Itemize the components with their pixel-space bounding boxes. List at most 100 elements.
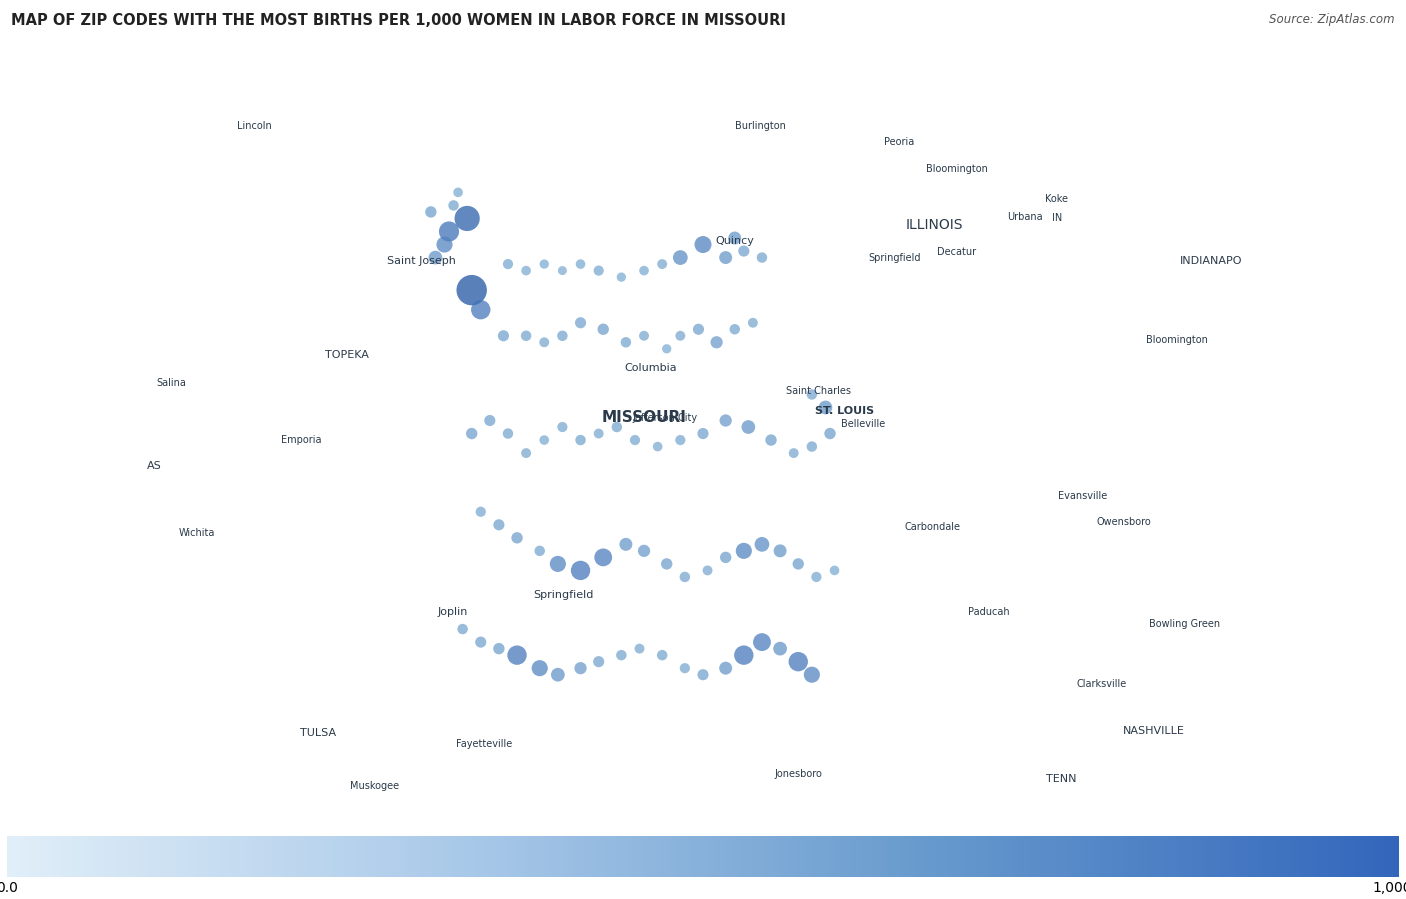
Point — [751, 538, 773, 552]
Text: Carbondale: Carbondale — [904, 522, 960, 532]
Text: Wichita: Wichita — [179, 528, 215, 538]
Point — [669, 433, 692, 448]
Point — [614, 538, 637, 552]
Point — [633, 328, 655, 343]
Point — [688, 322, 710, 336]
Point — [787, 556, 810, 571]
Point — [633, 544, 655, 558]
Point — [673, 570, 696, 584]
Point — [515, 263, 537, 278]
Point — [529, 544, 551, 558]
Text: TOPEKA: TOPEKA — [325, 351, 368, 360]
Point — [551, 263, 574, 278]
Text: Owensboro: Owensboro — [1097, 517, 1152, 527]
Point — [447, 185, 470, 200]
Text: Emporia: Emporia — [281, 435, 322, 445]
Text: Fayetteville: Fayetteville — [457, 739, 513, 749]
Point — [737, 420, 759, 434]
Text: Lincoln: Lincoln — [236, 120, 271, 131]
Point — [547, 556, 569, 571]
Text: Muskogee: Muskogee — [350, 780, 399, 790]
Text: TULSA: TULSA — [301, 728, 336, 738]
Point — [669, 328, 692, 343]
Point — [569, 661, 592, 675]
Text: Jonesboro: Jonesboro — [775, 769, 823, 779]
Point — [478, 414, 501, 428]
Point — [606, 420, 628, 434]
Point — [496, 257, 519, 271]
Point — [433, 237, 456, 252]
Text: Urbana: Urbana — [1007, 212, 1043, 222]
Text: Belleville: Belleville — [841, 420, 886, 430]
Point — [824, 564, 846, 578]
Point — [437, 225, 460, 239]
Text: MISSOURI: MISSOURI — [602, 411, 686, 425]
Text: AS: AS — [146, 461, 162, 471]
Point — [551, 328, 574, 343]
Text: Saint Charles: Saint Charles — [786, 386, 851, 396]
Text: NASHVILLE: NASHVILLE — [1123, 725, 1185, 735]
Point — [651, 648, 673, 663]
Point — [733, 648, 755, 663]
Point — [818, 426, 841, 441]
Point — [533, 335, 555, 350]
Point — [592, 322, 614, 336]
Point — [456, 211, 478, 226]
Point — [751, 251, 773, 265]
Text: Clarksville: Clarksville — [1076, 679, 1126, 689]
Text: Decatur: Decatur — [938, 247, 977, 257]
Text: Koke: Koke — [1045, 194, 1069, 204]
Point — [533, 433, 555, 448]
Point — [506, 648, 529, 663]
Point — [669, 251, 692, 265]
Point — [692, 426, 714, 441]
Point — [651, 257, 673, 271]
Point — [529, 661, 551, 675]
Point — [588, 426, 610, 441]
Text: TENN: TENN — [1046, 774, 1077, 784]
Text: ST. LOUIS: ST. LOUIS — [815, 406, 875, 416]
Text: Joplin: Joplin — [437, 607, 468, 617]
Point — [647, 440, 669, 454]
Text: Burlington: Burlington — [735, 120, 786, 131]
Point — [751, 635, 773, 649]
Point — [419, 205, 441, 219]
Point — [800, 440, 823, 454]
Point — [806, 570, 828, 584]
Point — [769, 544, 792, 558]
Point — [569, 257, 592, 271]
Point — [506, 530, 529, 545]
Text: Source: ZipAtlas.com: Source: ZipAtlas.com — [1270, 13, 1395, 26]
Point — [759, 433, 782, 448]
Text: Paducah: Paducah — [967, 607, 1010, 617]
Point — [741, 316, 763, 330]
Text: Bowling Green: Bowling Green — [1149, 619, 1220, 629]
Point — [814, 400, 837, 414]
Point — [610, 270, 633, 284]
Point — [624, 433, 647, 448]
Point — [783, 446, 806, 460]
Text: Saint Joseph: Saint Joseph — [388, 256, 456, 266]
Point — [628, 642, 651, 656]
Text: Springfield: Springfield — [533, 590, 593, 601]
Point — [488, 642, 510, 656]
Point — [488, 518, 510, 532]
Point — [714, 550, 737, 565]
Point — [551, 420, 574, 434]
Point — [496, 426, 519, 441]
Point — [492, 328, 515, 343]
Point — [692, 668, 714, 682]
Point — [515, 328, 537, 343]
Text: Columbia: Columbia — [624, 363, 676, 373]
Point — [547, 668, 569, 682]
Point — [733, 244, 755, 258]
Point — [451, 622, 474, 636]
Point — [470, 303, 492, 317]
Point — [470, 635, 492, 649]
Point — [714, 414, 737, 428]
Point — [588, 263, 610, 278]
Point — [443, 199, 465, 213]
Point — [425, 251, 447, 265]
Text: ILLINOIS: ILLINOIS — [905, 218, 963, 232]
Point — [533, 257, 555, 271]
